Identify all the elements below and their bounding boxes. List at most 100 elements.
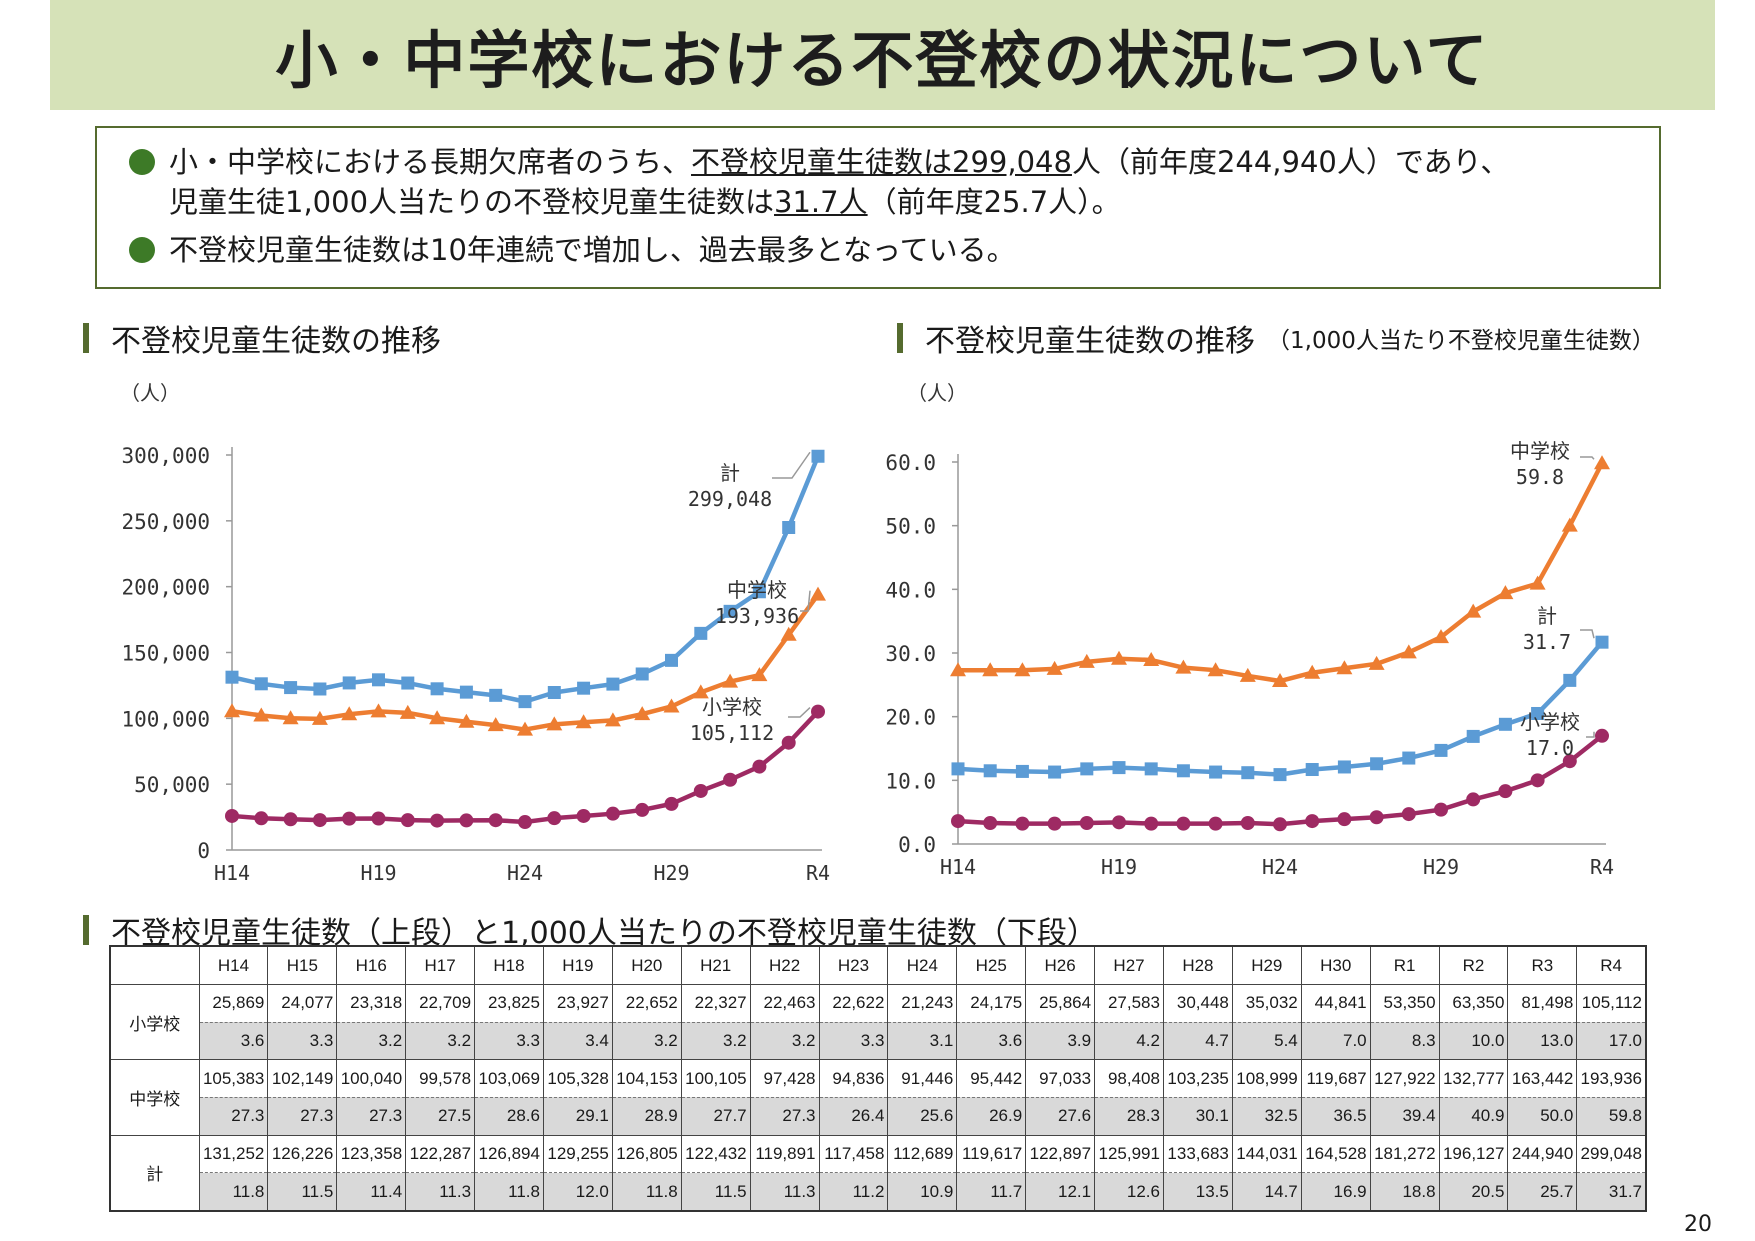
- data-point-triangle: [982, 662, 999, 677]
- table-cell-rate: 3.9: [1025, 1021, 1096, 1061]
- data-point-square: [342, 676, 356, 690]
- data-point-triangle: [634, 706, 651, 721]
- table-cell-count: 27,583: [1094, 984, 1164, 1023]
- table-cell-count: 25,864: [1025, 984, 1096, 1023]
- data-point-square: [459, 685, 473, 699]
- annotation-value: 193,936: [715, 604, 799, 628]
- table-cell-count: 126,805: [611, 1134, 682, 1174]
- table-cell-rate: 11.8: [198, 1172, 269, 1212]
- summary-text: 人（前年度244,940人）であり、: [1071, 145, 1510, 179]
- heading-bar: [83, 323, 89, 353]
- table-cell-rate: 11.5: [267, 1172, 338, 1212]
- table-cell-count: 122,432: [680, 1134, 751, 1174]
- table-cell-count: 98,408: [1094, 1059, 1164, 1098]
- chart1-heading-text: 不登校児童生徒数の推移: [111, 324, 441, 359]
- table-cell-rate: 11.3: [405, 1172, 476, 1212]
- data-point-square: [1434, 743, 1448, 757]
- series-中学校: [224, 586, 826, 736]
- summary-text: 小・中学校における長期欠席者のうち、: [169, 145, 692, 179]
- table-cell-rate: 59.8: [1576, 1096, 1647, 1136]
- y-tick-label: 60.0: [885, 451, 936, 475]
- table-cell-count: 103,235: [1162, 1059, 1233, 1098]
- data-point-circle: [312, 813, 327, 828]
- table-cell-count: 25,869: [198, 984, 269, 1023]
- table-cell-count: 129,255: [542, 1134, 613, 1174]
- data-point-square: [1498, 717, 1512, 731]
- annotation-value: 17.0: [1526, 736, 1574, 760]
- table-cell-count: 133,683: [1162, 1134, 1233, 1174]
- data-point-circle: [576, 808, 591, 823]
- table-cell-count: 81,498: [1507, 984, 1578, 1023]
- data-point-circle: [811, 704, 825, 719]
- data-point-square: [1595, 635, 1609, 649]
- summary-text: （前年度25.7人）。: [867, 185, 1121, 219]
- table-header-H26: H26: [1025, 945, 1096, 985]
- data-point-circle: [1562, 754, 1577, 769]
- table-row-label: 計: [109, 1134, 200, 1212]
- table-cell-rate: 3.3: [474, 1021, 544, 1061]
- y-tick-label: 0: [197, 839, 210, 863]
- table-header-H22: H22: [749, 945, 820, 985]
- table-cell-rate: 11.5: [680, 1172, 751, 1212]
- table-cell-rate: 11.7: [956, 1172, 1027, 1212]
- table-cell-rate: 26.9: [956, 1096, 1027, 1136]
- data-point-triangle: [1400, 644, 1417, 659]
- data-point-circle: [1208, 816, 1223, 831]
- data-point-triangle: [1529, 575, 1546, 590]
- annotation-leader: [1580, 629, 1595, 639]
- table-cell-count: 35,032: [1231, 984, 1302, 1023]
- annotation-leader: [772, 451, 811, 479]
- data-point-square: [518, 695, 532, 709]
- table-cell-rate: 20.5: [1438, 1172, 1509, 1212]
- table-cell-rate: 17.0: [1576, 1021, 1647, 1061]
- table-cell-count: 127,922: [1369, 1059, 1440, 1098]
- table-cell-count: 23,927: [542, 984, 613, 1023]
- data-point-circle: [342, 811, 357, 826]
- data-point-triangle: [1078, 653, 1095, 668]
- annotation-value: 105,112: [690, 721, 774, 745]
- data-point-square: [983, 764, 997, 778]
- table-cell-count: 22,463: [749, 984, 820, 1023]
- table-cell-count: 196,127: [1438, 1134, 1509, 1174]
- table-row: 計 131,252 126,226 123,358 122,287 126,894 129,…: [109, 1134, 1647, 1212]
- table-header-H28: H28: [1162, 945, 1233, 985]
- table-cell-rate: 10.0: [1438, 1021, 1509, 1061]
- table-cell-count: 181,272: [1369, 1134, 1440, 1174]
- table-cell-rate: 4.2: [1094, 1021, 1164, 1061]
- data-point-triangle: [1014, 662, 1031, 677]
- data-point-square: [1305, 763, 1319, 777]
- table-cell-rate: 18.8: [1369, 1172, 1440, 1212]
- x-tick-label: H29: [653, 861, 689, 885]
- table-cell-count: 105,328: [542, 1059, 613, 1098]
- x-tick-label: H24: [1262, 855, 1298, 879]
- data-point-square: [225, 670, 239, 684]
- table-cell-count: 108,999: [1231, 1059, 1302, 1098]
- table-cell-count: 53,350: [1369, 984, 1440, 1023]
- data-point-circle: [781, 735, 796, 750]
- table-cell-count: 99,578: [405, 1059, 476, 1098]
- table-cell-rate: 11.3: [749, 1172, 820, 1212]
- y-tick-label: 250,000: [121, 510, 210, 534]
- data-point-square: [1176, 764, 1190, 778]
- series-小学校: [225, 704, 825, 830]
- table-row: 中学校 105,383 102,149 100,040 99,578 103,069 105…: [109, 1059, 1647, 1136]
- data-point-triangle: [1175, 659, 1192, 674]
- table-cell-rate: 5.4: [1231, 1021, 1302, 1061]
- y-unit-label: （人）: [120, 381, 180, 405]
- table-cell-rate: 3.2: [336, 1021, 407, 1061]
- data-point-circle: [664, 796, 679, 811]
- table-cell-count: 102,149: [267, 1059, 338, 1098]
- annotation-series-name: 小学校: [1520, 710, 1580, 734]
- data-point-circle: [723, 772, 738, 787]
- data-point-circle: [1337, 812, 1352, 827]
- table-cell-count: 119,687: [1300, 1059, 1371, 1098]
- y-tick-label: 50.0: [885, 515, 936, 539]
- data-point-triangle: [1143, 652, 1160, 667]
- table-cell-rate: 27.3: [198, 1096, 269, 1136]
- table-cell-rate: 26.4: [818, 1096, 889, 1136]
- data-point-triangle: [1465, 603, 1482, 618]
- data-point-circle: [983, 815, 998, 830]
- data-point-triangle: [253, 707, 270, 722]
- summary-highlight: 不登校児童生徒数は299,048: [691, 145, 1072, 179]
